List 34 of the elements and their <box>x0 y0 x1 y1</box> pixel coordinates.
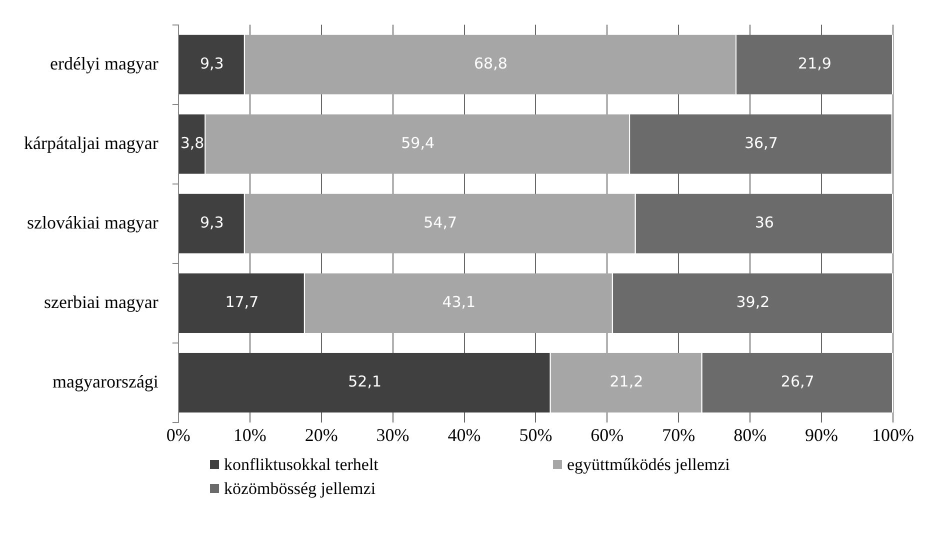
y-tick-label: magyarországi <box>52 371 158 392</box>
data-label: 39,2 <box>736 293 770 312</box>
data-label: 59,4 <box>401 134 435 152</box>
data-label: 26,7 <box>780 372 814 391</box>
data-label: 21,2 <box>610 372 644 391</box>
data-label: 54,7 <box>424 213 458 232</box>
x-tick-label: 80% <box>734 424 767 445</box>
x-tick-label: 50% <box>519 424 552 445</box>
x-tick-label: 100% <box>872 424 914 445</box>
data-label: 36,7 <box>744 134 778 152</box>
data-label: 52,1 <box>348 372 382 391</box>
data-label: 9,3 <box>200 213 224 232</box>
data-label: 36 <box>754 213 774 232</box>
legend-label: közömbösség jellemzi <box>223 479 377 499</box>
data-label: 21,9 <box>798 54 832 72</box>
x-tick-label: 0% <box>166 424 190 445</box>
data-label: 68,8 <box>474 54 508 72</box>
x-tick-label: 40% <box>448 424 481 445</box>
data-label: 17,7 <box>225 293 259 312</box>
x-tick-label: 10% <box>233 424 266 445</box>
x-tick-label: 20% <box>304 424 338 445</box>
x-tick-label: 90% <box>805 424 838 445</box>
data-label: 3,8 <box>180 134 204 152</box>
legend-label: együttműködés jellemzi <box>566 455 731 475</box>
x-tick-label: 60% <box>590 424 624 445</box>
y-tick-label: szerbiai magyar <box>44 292 158 312</box>
legend-label: konfliktusokkal terhelt <box>223 455 380 475</box>
data-label: 9,3 <box>200 54 224 72</box>
y-tick-label: erdélyi magyar <box>50 53 158 74</box>
data-label: 43,1 <box>442 293 476 312</box>
x-tick-label: 30% <box>376 424 410 445</box>
y-tick-label: szlovákiai magyar <box>26 212 158 232</box>
x-tick-label: 70% <box>662 424 696 445</box>
y-tick-label: kárpátaljai magyar <box>24 132 158 153</box>
